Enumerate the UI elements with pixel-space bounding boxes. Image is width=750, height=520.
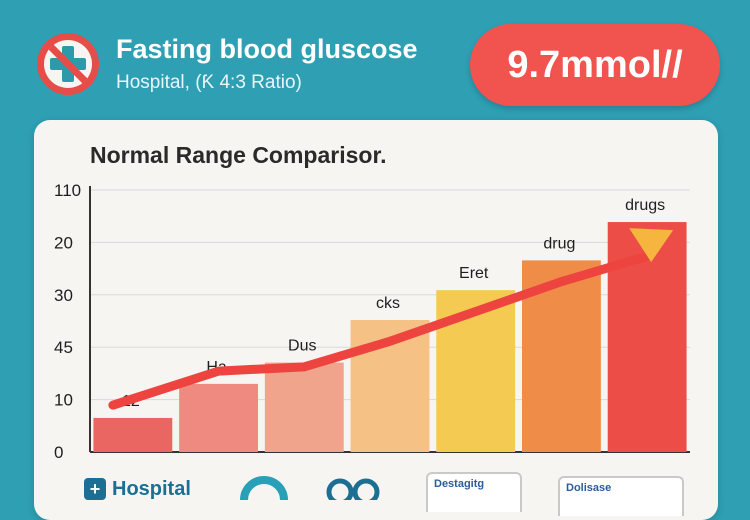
medicine-package-2: Dolisase	[558, 476, 684, 516]
bar	[93, 417, 173, 452]
y-tick-label: 20	[54, 233, 73, 252]
pill-icon	[326, 478, 380, 500]
bar-label: drug	[543, 235, 575, 252]
page-subtitle: Hospital, (Ƙ 4:3 Ratio)	[116, 72, 302, 93]
glucose-reading-badge: 9.7mmol//	[470, 24, 720, 106]
y-tick-label: 10	[54, 391, 73, 410]
bar	[179, 383, 258, 452]
bar	[264, 362, 344, 452]
bar-label: cks	[376, 295, 400, 312]
bar-label: drugs	[625, 197, 665, 214]
y-tick-label: 45	[54, 338, 73, 357]
y-tick-label: 30	[54, 286, 73, 305]
medicine-package-2-label: Dolisase	[566, 482, 612, 494]
y-tick-label: 0	[54, 443, 63, 462]
bar-label: Eret	[459, 265, 489, 282]
hospital-logo: + Hospital	[84, 478, 191, 501]
medicine-package-1-label: Destagitg	[434, 478, 485, 490]
refresh-arrow-icon	[240, 476, 288, 500]
medical-cross-icon: +	[84, 478, 106, 500]
page-title: Fasting blood gluscose	[116, 34, 418, 64]
trend-arrow-head	[629, 228, 674, 263]
bar-label: Dus	[288, 338, 316, 355]
chart-title: Normal Range Comparisor.	[90, 142, 387, 168]
trend-line	[108, 251, 652, 410]
hospital-logo-text: Hospital	[112, 478, 191, 500]
medicine-package-1: Destagitg	[426, 472, 522, 512]
no-sign-icon	[37, 33, 99, 95]
header: Fasting blood gluscose Hospital, (Ƙ 4:3 …	[0, 0, 750, 120]
y-tick-label: 110	[54, 181, 81, 200]
glucose-reading-value: 9.7mmol//	[507, 43, 683, 86]
